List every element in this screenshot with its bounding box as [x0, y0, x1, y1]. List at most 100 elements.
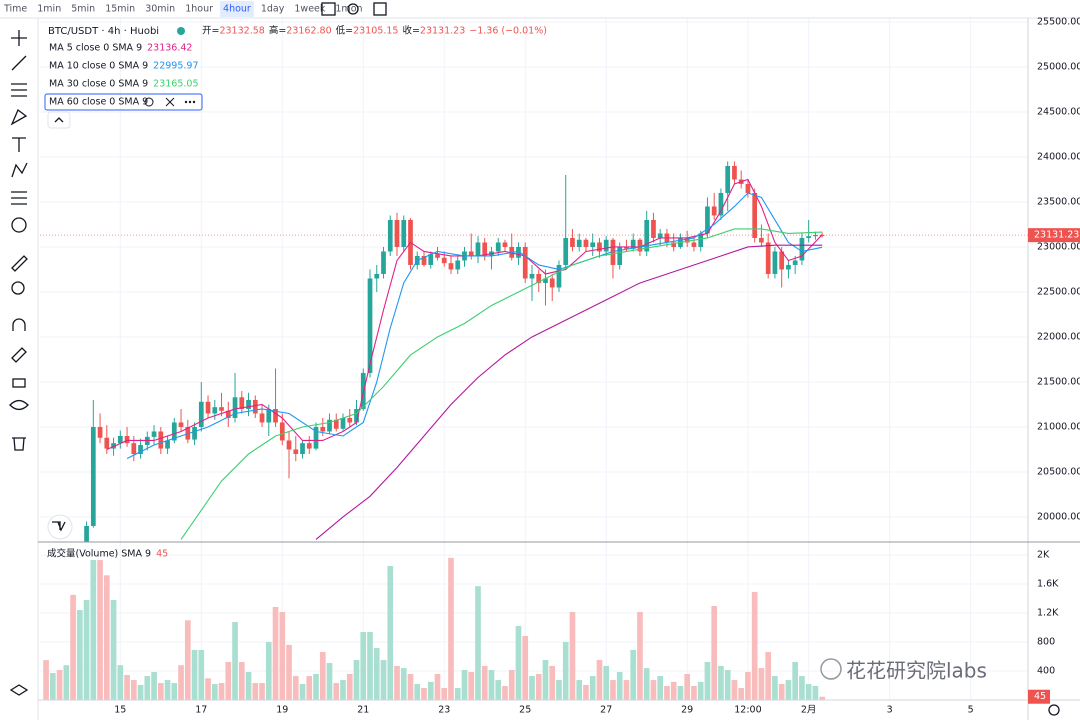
active-interval-bg[interactable] — [220, 1, 254, 17]
logo-mark — [52, 521, 66, 532]
ohlc-prefix: 高= — [269, 25, 286, 37]
legend-more-icon[interactable] — [184, 100, 188, 104]
ruler-tool[interactable] — [11, 255, 28, 272]
volume-bar — [691, 686, 697, 700]
volume-bar — [441, 688, 448, 700]
volume-bar — [792, 662, 799, 700]
interval-button[interactable]: 1week — [294, 4, 326, 15]
interval-button[interactable]: 5min — [71, 4, 95, 15]
zoom-tool[interactable] — [11, 281, 25, 295]
volume-bar — [191, 649, 198, 700]
interval-button[interactable]: 1mon — [335, 4, 362, 15]
collapse-button[interactable] — [47, 111, 71, 129]
interval-button[interactable]: 15min — [105, 4, 135, 15]
prediction-tool[interactable] — [11, 191, 27, 205]
volume-bar — [751, 591, 758, 700]
legend-name[interactable]: MA 5 close 0 SMA 9 — [49, 43, 142, 54]
x-tick-label: 27 — [600, 705, 612, 716]
drawing-tools — [9, 30, 29, 696]
volume-bar — [475, 586, 481, 700]
volume-bar — [765, 651, 772, 700]
text-tool[interactable] — [12, 137, 26, 152]
volume-tick-label: 1.6K — [1037, 578, 1059, 589]
delete-tool[interactable] — [12, 437, 26, 451]
legend-name[interactable]: MA 60 close 0 SMA 9 — [49, 97, 148, 108]
candle-body — [131, 443, 137, 454]
collapse-box[interactable] — [47, 111, 71, 129]
y-tick-label: 20000.00 — [1037, 511, 1080, 522]
layers-tool[interactable] — [9, 684, 29, 696]
volume-bar — [326, 663, 333, 700]
legend-name[interactable]: MA 10 close 0 SMA 9 — [49, 61, 148, 72]
lock-draw-tool[interactable] — [11, 347, 27, 363]
axis-settings[interactable] — [1048, 704, 1060, 716]
volume-bar — [218, 683, 225, 700]
interval-button[interactable]: 1hour — [185, 4, 213, 15]
interval-button[interactable]: 1day — [261, 4, 285, 15]
candle-body — [651, 219, 656, 238]
last-volume-label: 45 — [1034, 691, 1046, 702]
candle-body — [104, 437, 110, 449]
legend-name[interactable]: MA 30 close 0 SMA 9 — [49, 79, 148, 90]
volume-bar — [434, 673, 441, 700]
x-tick-label: 19 — [276, 705, 288, 716]
candle-body — [792, 260, 798, 265]
volume-bar — [103, 575, 110, 700]
interval-button[interactable]: Time — [3, 4, 27, 15]
emoji-tool[interactable] — [11, 217, 27, 233]
candle-body — [570, 237, 575, 247]
grid — [40, 18, 1028, 700]
volume-bar — [758, 668, 765, 700]
volume-bar — [772, 676, 778, 700]
collapse-icon[interactable] — [54, 117, 64, 123]
volume-title: 成交量(Volume) SMA 9 — [47, 548, 151, 560]
legend-more-icon[interactable] — [192, 100, 196, 104]
brush-tool[interactable] — [10, 108, 28, 126]
candle-body — [435, 254, 440, 258]
interval-button[interactable]: 4hour — [223, 4, 251, 15]
candle-body — [151, 431, 157, 437]
legend-selected-box[interactable] — [44, 93, 203, 111]
candle-body — [536, 273, 542, 283]
settings-icon[interactable] — [347, 3, 359, 15]
interval-toolbar: Time 1min 5min 15min 30min 1hour 4hour 1day 1wee… — [3, 1, 363, 17]
fib-tool[interactable] — [11, 83, 27, 97]
legend-settings-icon[interactable] — [144, 97, 154, 107]
legend-more-icon[interactable] — [188, 100, 192, 104]
candle-body — [684, 237, 690, 243]
magnet-tool[interactable] — [12, 318, 26, 331]
screenshot-icon[interactable] — [373, 2, 387, 16]
pattern-tool[interactable] — [11, 162, 28, 178]
volume-bar — [731, 680, 738, 700]
watermark-text: 花花研究院labs — [846, 659, 987, 683]
ohlc-prefix: 开= — [202, 26, 219, 37]
x-tick-label: 21 — [357, 705, 369, 716]
legend-remove-icon[interactable] — [165, 97, 175, 107]
interval-button[interactable]: 1min — [37, 4, 61, 15]
interval-button[interactable]: 30min — [145, 4, 175, 15]
hide-tool[interactable] — [9, 399, 29, 411]
candle-body — [583, 239, 589, 247]
ohlc-value: 23105.15 — [353, 26, 398, 37]
candle-body — [549, 278, 555, 288]
compare-icon[interactable] — [321, 2, 336, 16]
candle-body — [246, 399, 251, 409]
candle-body — [590, 242, 596, 247]
volume-bar — [738, 688, 745, 700]
legend-value: 22995.97 — [153, 61, 198, 72]
candle-body — [644, 219, 650, 252]
volume-bar — [799, 676, 805, 700]
volume-bar — [785, 680, 792, 700]
volume-bar — [387, 566, 394, 700]
candle-body — [239, 397, 245, 409]
volume-bar — [225, 662, 232, 700]
trendline-tool[interactable] — [11, 55, 27, 71]
lock-tool[interactable] — [12, 378, 26, 388]
candle-body — [441, 257, 447, 264]
volume-bar — [549, 665, 556, 700]
watermark: 花花研究院labs — [820, 658, 987, 683]
crosshair-tool[interactable] — [11, 30, 27, 46]
volume-bar — [461, 669, 468, 700]
